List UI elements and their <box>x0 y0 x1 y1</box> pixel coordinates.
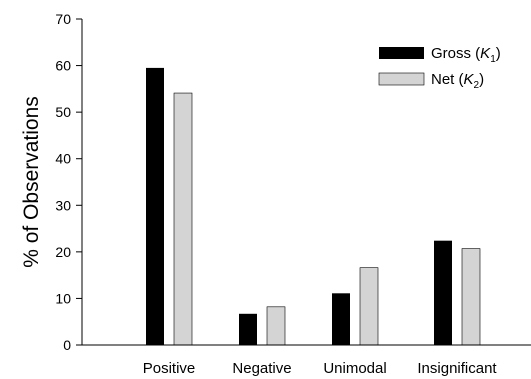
y-tick-label: 60 <box>55 58 71 74</box>
bar-gross-insignificant <box>434 240 452 345</box>
bar-net-negative <box>266 306 286 346</box>
y-axis-title: % of Observations <box>20 96 43 268</box>
legend-swatch-gross <box>379 47 424 59</box>
bar-gross-negative <box>239 313 257 345</box>
y-tick-label: 20 <box>55 244 71 260</box>
legend: Gross (K1) Net (K2) <box>378 45 501 91</box>
bar-net-positive <box>173 92 193 346</box>
y-tick-label: 10 <box>55 290 71 306</box>
x-category-label: Negative <box>232 360 291 377</box>
y-tick-label: 0 <box>63 337 71 353</box>
legend-swatch-net <box>378 72 425 86</box>
legend-label-net: Net (K2) <box>431 71 484 91</box>
bar-gross-unimodal <box>332 293 350 345</box>
legend-label-gross: Gross (K1) <box>431 45 501 65</box>
x-category-label: Insignificant <box>417 360 497 377</box>
bar-net-unimodal <box>359 267 379 346</box>
x-labels: Positive Negative Unimodal Insignificant <box>143 360 498 377</box>
y-tick-label: 40 <box>55 151 71 167</box>
x-category-label: Unimodal <box>323 360 386 377</box>
y-ticks: 0 10 20 30 40 50 60 70 <box>55 11 82 353</box>
bars <box>146 67 481 346</box>
y-tick-label: 30 <box>55 197 71 213</box>
y-tick-label: 50 <box>55 104 71 120</box>
y-tick-label: 70 <box>55 11 71 27</box>
bar-gross-positive <box>146 67 164 346</box>
x-category-label: Positive <box>143 360 196 377</box>
bar-net-insignificant <box>461 248 481 346</box>
